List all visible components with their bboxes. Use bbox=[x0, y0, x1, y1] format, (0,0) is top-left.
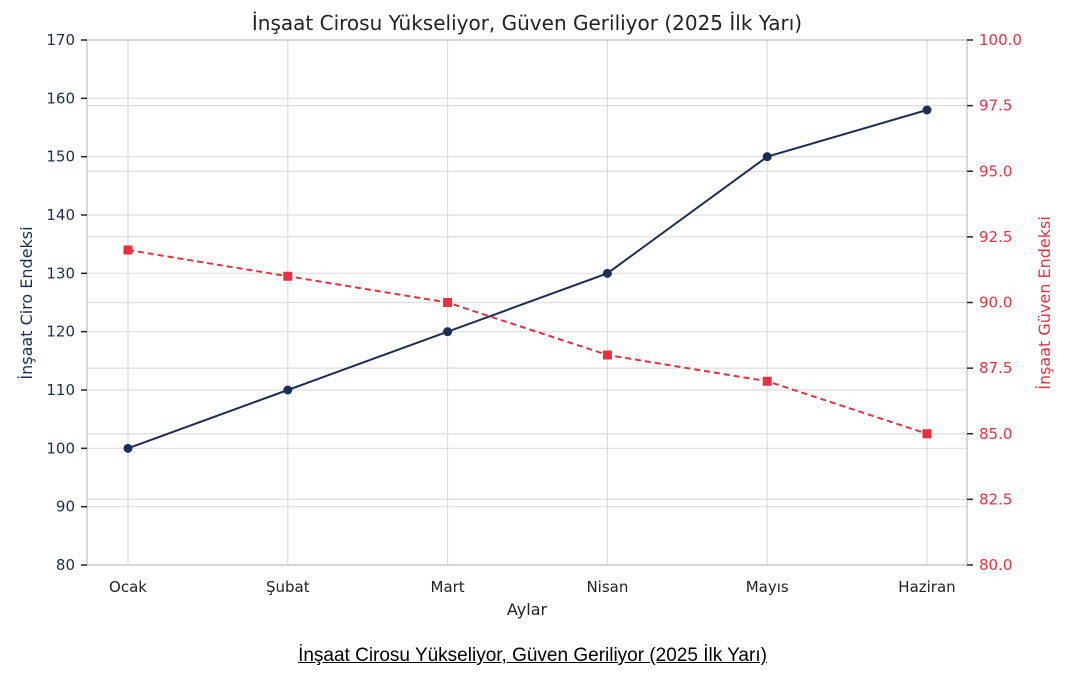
x-tick-label: Nisan bbox=[586, 578, 628, 596]
y-tick-label: 160 bbox=[46, 89, 75, 107]
y-tick-label: 110 bbox=[46, 381, 75, 399]
data-point bbox=[123, 443, 133, 453]
data-point bbox=[443, 327, 453, 337]
x-axis-label: Aylar bbox=[507, 600, 548, 619]
data-point bbox=[283, 271, 293, 281]
series-line-2 bbox=[127, 249, 928, 435]
data-point bbox=[602, 350, 612, 360]
axes: 80 90 100 110 120 130 140 150 160 170 80.0 82.5 85.0… bbox=[46, 31, 1022, 596]
y2-tick-label: 92.5 bbox=[979, 228, 1012, 246]
y2-tick-label: 82.5 bbox=[979, 490, 1012, 508]
y-tick-label: 170 bbox=[46, 31, 75, 49]
chart: İnşaat Cirosu Yükseliyor, Güven Geriliyo… bbox=[17, 11, 1054, 619]
y2-tick-label: 90.0 bbox=[979, 294, 1012, 312]
data-point bbox=[922, 105, 932, 115]
y2-tick-label: 87.5 bbox=[979, 359, 1012, 377]
y2-tick-label: 95.0 bbox=[979, 162, 1012, 180]
data-point bbox=[123, 245, 133, 255]
y-tick-label: 130 bbox=[46, 264, 75, 282]
y-tick-label: 120 bbox=[46, 323, 75, 341]
y2-tick-label: 85.0 bbox=[979, 425, 1012, 443]
y2-tick-label: 97.5 bbox=[979, 97, 1012, 115]
data-point bbox=[443, 298, 453, 307]
x-tick-label: Ocak bbox=[109, 578, 147, 596]
data-point bbox=[922, 429, 932, 439]
x-tick-label: Şubat bbox=[266, 578, 310, 596]
y2-tick-label: 80.0 bbox=[979, 556, 1012, 574]
data-point bbox=[602, 268, 612, 278]
y-tick-label: 90 bbox=[56, 498, 75, 516]
x-tick-label: Mart bbox=[431, 578, 465, 596]
data-point bbox=[283, 385, 293, 395]
data-point bbox=[762, 376, 772, 386]
figure-caption: İnşaat Cirosu Yükseliyor, Güven Geriliyo… bbox=[298, 645, 767, 666]
x-tick-label: Mayıs bbox=[746, 578, 789, 596]
y-axis-label: İnşaat Ciro Endeksi bbox=[17, 226, 36, 379]
y-tick-label: 100 bbox=[46, 439, 75, 457]
x-tick-label: Haziran bbox=[898, 578, 955, 596]
data-point bbox=[762, 152, 772, 162]
series-line-1 bbox=[127, 109, 928, 450]
y-tick-label: 80 bbox=[56, 556, 75, 574]
series-marks bbox=[123, 105, 932, 453]
y2-axis-label: İnşaat Güven Endeksi bbox=[1035, 216, 1054, 390]
y-tick-label: 150 bbox=[46, 148, 75, 166]
chart-title: İnşaat Cirosu Yükseliyor, Güven Geriliyo… bbox=[252, 11, 802, 35]
y-tick-label: 140 bbox=[46, 206, 75, 224]
y2-tick-label: 100.0 bbox=[979, 31, 1022, 49]
